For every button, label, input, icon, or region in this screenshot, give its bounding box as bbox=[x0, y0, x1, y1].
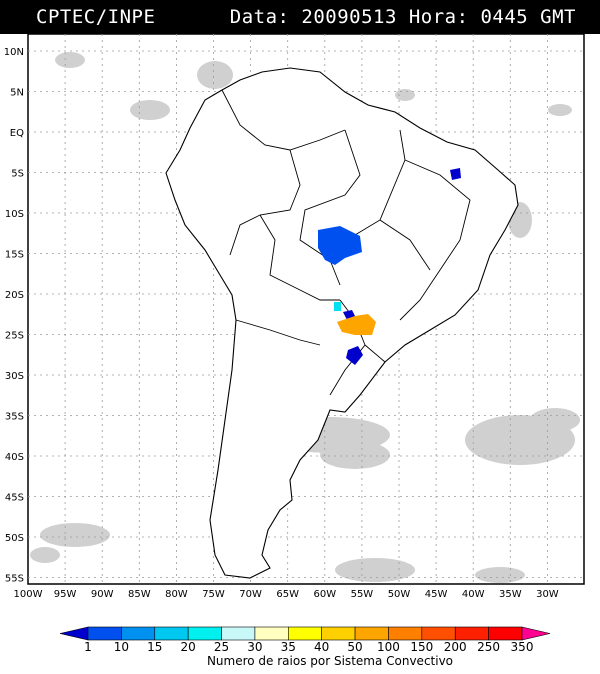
legend-swatch bbox=[121, 626, 156, 641]
legend-caption: Numero de raios por Sistema Convectivo bbox=[207, 654, 453, 668]
legend-left-arrow bbox=[59, 626, 89, 641]
lat-label: EQ bbox=[10, 128, 24, 139]
datetime-label: Data: 20090513 Hora: 0445 GMT bbox=[229, 6, 576, 28]
lon-label: 60W bbox=[313, 589, 336, 600]
cluster-darkblue-2 bbox=[346, 346, 363, 365]
legend-swatch bbox=[254, 626, 289, 641]
cluster-blue-large bbox=[318, 226, 362, 265]
longitude-labels: 100W 95W 90W 85W 80W 75W 70W 65W 60W 55W 50W 45W 40W… bbox=[14, 589, 559, 600]
lat-label: 30S bbox=[5, 371, 24, 382]
agency-label: CPTEC/INPE bbox=[36, 6, 156, 28]
lat-label: 50S bbox=[5, 533, 24, 544]
legend-swatch bbox=[321, 626, 356, 641]
lon-label: 50W bbox=[388, 589, 411, 600]
legend-tick: 250 bbox=[477, 640, 500, 654]
legend-swatch bbox=[187, 626, 222, 641]
lon-label: 40W bbox=[462, 589, 485, 600]
legend-swatch bbox=[154, 626, 189, 641]
title-bar: CPTEC/INPE Data: 20090513 Hora: 0445 GMT bbox=[0, 0, 600, 34]
legend-tick: 150 bbox=[410, 640, 433, 654]
lon-label: 30W bbox=[536, 589, 559, 600]
cluster-blue-small-ne bbox=[450, 168, 461, 180]
lat-label: 5S bbox=[11, 169, 24, 180]
lon-label: 70W bbox=[239, 589, 262, 600]
legend-swatch bbox=[288, 626, 322, 641]
lon-label: 55W bbox=[351, 589, 374, 600]
legend-tick: 40 bbox=[314, 640, 329, 654]
legend-tick: 20 bbox=[181, 640, 196, 654]
lat-label: 20S bbox=[5, 290, 24, 301]
legend-swatch bbox=[421, 626, 456, 641]
lightning-clusters bbox=[318, 168, 461, 365]
color-legend: 1 10 15 20 25 30 35 40 50 100 150 200 250 350 bbox=[59, 626, 551, 654]
legend-tick: 1 bbox=[84, 640, 92, 654]
legend-swatch bbox=[488, 626, 523, 641]
lat-label: 35S bbox=[5, 412, 24, 423]
legend-tick: 25 bbox=[214, 640, 229, 654]
lat-label: 45S bbox=[5, 493, 24, 504]
lat-label: 15S bbox=[5, 250, 24, 261]
latitude-labels: 10N 5N EQ 5S 10S 15S 20S 25S 30S 35S 40S 45S 50S 55S bbox=[4, 47, 24, 585]
lat-label: 40S bbox=[5, 452, 24, 463]
legend-swatch bbox=[354, 626, 389, 641]
legend-tick: 50 bbox=[347, 640, 362, 654]
lat-label: 10S bbox=[5, 209, 24, 220]
legend-swatch bbox=[388, 626, 423, 641]
legend-tick: 15 bbox=[147, 640, 162, 654]
lon-label: 95W bbox=[54, 589, 77, 600]
legend-right-arrow bbox=[521, 626, 551, 641]
legend-tick: 100 bbox=[377, 640, 400, 654]
lon-label: 75W bbox=[202, 589, 225, 600]
legend-swatch bbox=[454, 626, 489, 641]
lon-label: 85W bbox=[128, 589, 151, 600]
legend-swatch bbox=[221, 626, 256, 641]
legend-tick: 35 bbox=[281, 640, 296, 654]
legend-tick: 350 bbox=[511, 640, 534, 654]
lon-label: 90W bbox=[91, 589, 114, 600]
lat-label: 5N bbox=[10, 88, 24, 99]
legend-tick: 10 bbox=[114, 640, 129, 654]
lat-label: 55S bbox=[5, 574, 24, 585]
cluster-orange bbox=[337, 314, 376, 335]
lon-label: 80W bbox=[165, 589, 188, 600]
legend-tick: 200 bbox=[444, 640, 467, 654]
lat-label: 10N bbox=[4, 47, 24, 58]
lat-label: 25S bbox=[5, 331, 24, 342]
cluster-cyan bbox=[334, 302, 341, 311]
lon-label: 65W bbox=[276, 589, 299, 600]
lon-label: 100W bbox=[14, 589, 43, 600]
lon-label: 35W bbox=[499, 589, 522, 600]
legend-swatch bbox=[87, 626, 122, 641]
legend-tick: 30 bbox=[247, 640, 262, 654]
lon-label: 45W bbox=[425, 589, 448, 600]
